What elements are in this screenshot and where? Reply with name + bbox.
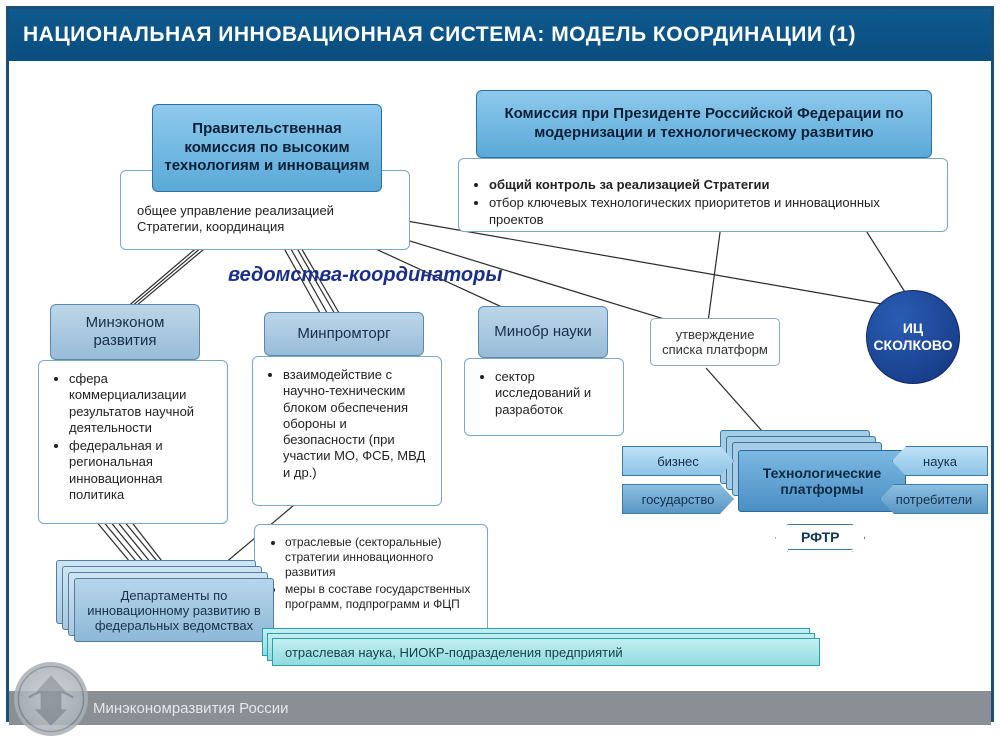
footer-bar: Минэкономразвития России: [9, 691, 991, 725]
sector-bullet-1: меры в составе государственных программ,…: [285, 582, 477, 612]
obr-title-text: Минобр науки: [494, 323, 592, 341]
pres-comm-title: Комиссия при Президенте Российской Федер…: [476, 90, 932, 158]
departments-text: Департаменты по инновационному развитию …: [85, 588, 263, 633]
econ-bullet-0: сфера коммерциализации результатов научн…: [69, 371, 217, 436]
skolkovo-text: ИЦ СКОЛКОВО: [867, 320, 959, 354]
tech-platform-center-text: Технологические платформы: [747, 465, 897, 497]
arrow-state: государство: [622, 484, 734, 514]
prom-title-text: Минпромторг: [297, 325, 390, 343]
section-label-text: ведомства-координаторы: [228, 264, 502, 286]
prom-title: Минпромторг: [264, 312, 424, 356]
bottom-strip-text: отраслевая наука, НИОКР-подразделения пр…: [285, 645, 623, 660]
title-text: НАЦИОНАЛЬНАЯ ИННОВАЦИОННАЯ СИСТЕМА: МОДЕ…: [23, 23, 856, 47]
econ-desc: сфера коммерциализации результатов научн…: [38, 360, 228, 524]
econ-bullet-1: федеральная и региональная инновационная…: [69, 438, 217, 503]
arrow-state-text: государство: [642, 492, 715, 507]
sector-bullet-0: отраслевые (секторальные) стратегии инно…: [285, 535, 477, 580]
arrow-consumers: потребители: [880, 484, 988, 514]
pres-bullet-1: отбор ключевых технологических приоритет…: [489, 195, 937, 228]
sector-desc: отраслевые (секторальные) стратегии инно…: [254, 524, 488, 634]
rftr-box: РФТР: [786, 524, 854, 550]
arrow-consumers-text: потребители: [896, 492, 972, 507]
section-label: ведомства-координаторы: [228, 264, 502, 287]
prom-desc: взаимодействие с научно-техническим блок…: [252, 356, 442, 506]
econ-title: Минэконом развития: [50, 304, 200, 360]
arrow-business: бизнес: [622, 446, 734, 476]
arrow-science-text: наука: [923, 454, 957, 469]
arrow-business-text: бизнес: [657, 454, 699, 469]
obr-desc: сектор исследований и разработок: [464, 358, 624, 436]
econ-title-text: Минэконом развития: [59, 314, 191, 350]
gov-comm-title-text: Правительственная комиссия по высоким те…: [163, 120, 371, 176]
slide: { "title": "НАЦИОНАЛЬНАЯ ИННОВАЦИОННАЯ С…: [0, 0, 1000, 746]
footer-text: Минэкономразвития России: [93, 700, 289, 717]
platform-approval-text: утверждение списка платформ: [657, 327, 773, 357]
prom-bullet-0: взаимодействие с научно-техническим блок…: [283, 367, 431, 481]
obr-title: Минобр науки: [478, 306, 608, 358]
emblem-icon: [14, 662, 88, 736]
pres-comm-desc: общий контроль за реализацией Стратегии …: [458, 158, 948, 232]
rftr-text: РФТР: [801, 529, 839, 545]
departments-stack: Департаменты по инновационному развитию …: [56, 560, 276, 644]
obr-bullet-0: сектор исследований и разработок: [495, 369, 613, 418]
skolkovo-circle: ИЦ СКОЛКОВО: [866, 290, 960, 384]
arrow-science: наука: [892, 446, 988, 476]
bottom-strip-stack: отраслевая наука, НИОКР-подразделения пр…: [262, 628, 822, 672]
title-bar: НАЦИОНАЛЬНАЯ ИННОВАЦИОННАЯ СИСТЕМА: МОДЕ…: [9, 9, 991, 61]
pres-bullet-0: общий контроль за реализацией Стратегии: [489, 177, 770, 192]
platform-approval: утверждение списка платформ: [650, 318, 780, 366]
pres-comm-title-text: Комиссия при Президенте Российской Федер…: [487, 105, 921, 143]
gov-comm-desc-text: общее управление реализацией Стратегии, …: [137, 203, 334, 234]
tech-platform-center: Технологические платформы: [738, 450, 906, 512]
gov-comm-title: Правительственная комиссия по высоким те…: [152, 104, 382, 192]
